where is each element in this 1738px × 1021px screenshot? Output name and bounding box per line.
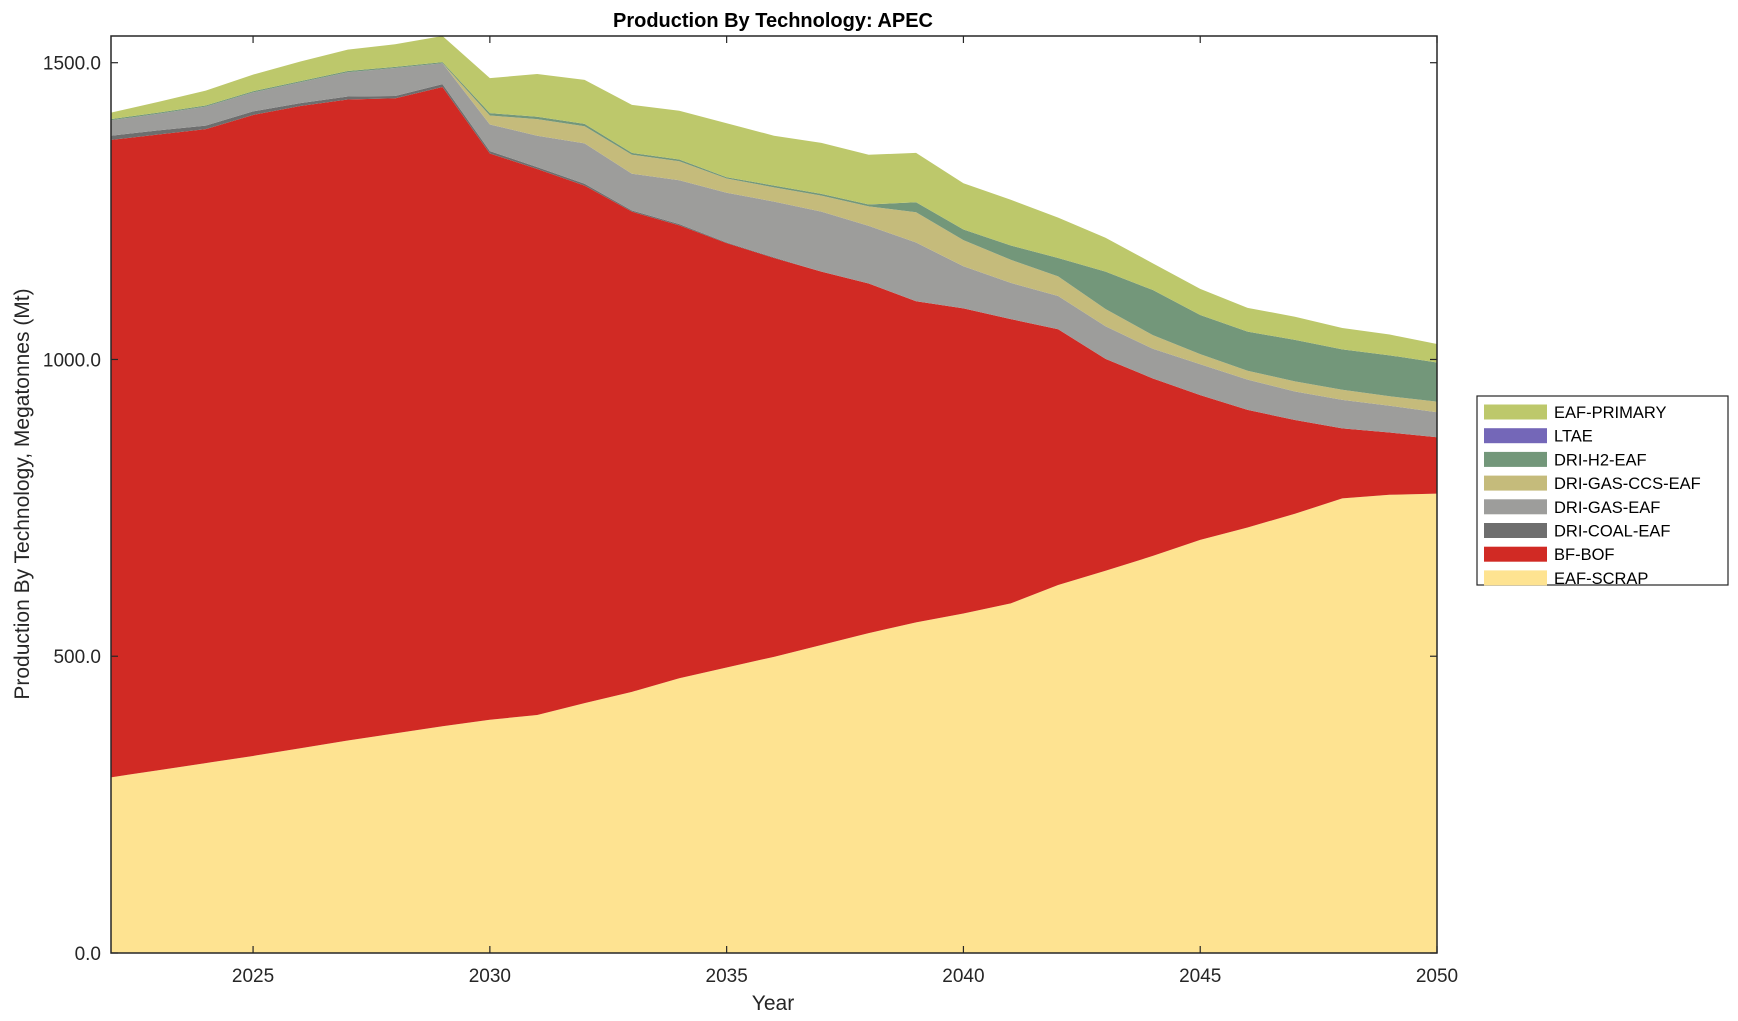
x-tick-label-2030: 2030 [469,966,511,987]
legend-label-ltae: LTAE [1554,428,1593,446]
plot-area: 2025 2030 2035 2040 2045 2050 0.0 500.0 1000.0 1… [43,35,1458,987]
area-eaf-primary [111,36,1437,363]
axes-frame [110,35,1438,954]
legend-label-dri-gas-ccs-eaf: DRI-GAS-CCS-EAF [1554,475,1701,493]
legend: EAF-PRIMARY LTAE DRI-H2-EAF DRI-GAS-CCS-EAF… [1476,395,1729,588]
legend-item-dri-h2-eaf: DRI-H2-EAF [1484,451,1647,469]
legend-swatch-eaf-scrap [1484,570,1547,586]
chart-title: Production By Technology: APEC [613,10,933,32]
area-dri-h2-eaf [111,62,1437,402]
x-tick-label-2050: 2050 [1416,966,1458,987]
legend-label-dri-h2-eaf: DRI-H2-EAF [1554,451,1647,469]
x-tick-label-2025: 2025 [232,966,274,987]
legend-swatch-ltae [1484,428,1547,444]
legend-item-ltae: LTAE [1484,428,1593,446]
y-axis-label: Production By Technology, Megatonnes (Mt… [11,288,34,699]
legend-item-eaf-scrap: EAF-SCRAP [1484,570,1648,588]
legend-swatch-dri-coal-eaf [1484,523,1547,538]
legend-label-eaf-primary: EAF-PRIMARY [1554,404,1666,422]
legend-item-dri-gas-ccs-eaf: DRI-GAS-CCS-EAF [1484,475,1701,493]
legend-swatch-dri-gas-eaf [1484,499,1547,515]
area-bf-bof [111,87,1437,778]
legend-swatch-eaf-primary [1484,404,1547,420]
x-tick-label-2035: 2035 [706,966,748,987]
area-series-group [111,36,1437,953]
legend-item-eaf-primary: EAF-PRIMARY [1484,404,1666,422]
y-tick-label-1000: 1000.0 [43,350,101,371]
area-dri-gas-ccs-eaf [111,63,1437,413]
y-tick-label-500: 500.0 [53,647,101,668]
y-tick-label-1500: 1500.0 [43,54,101,75]
legend-swatch-dri-h2-eaf [1484,451,1547,467]
y-axis-ticks: 0.0 500.0 1000.0 1500.0 [43,54,1437,965]
x-axis-label: Year [752,992,794,1015]
area-eaf-scrap [111,493,1437,953]
y-tick-label-0: 0.0 [75,944,101,965]
legend-swatch-dri-gas-ccs-eaf [1484,475,1547,491]
legend-label-dri-coal-eaf: DRI-COAL-EAF [1554,523,1670,541]
legend-swatch-bf-bof [1484,546,1547,562]
x-tick-label-2045: 2045 [1179,966,1221,987]
x-axis-ticks: 2025 2030 2035 2040 2045 2050 [232,36,1458,987]
x-tick-label-2040: 2040 [942,966,984,987]
area-dri-gas-eaf [111,63,1437,438]
legend-item-dri-coal-eaf: DRI-COAL-EAF [1484,523,1670,541]
legend-items: EAF-PRIMARY LTAE DRI-H2-EAF DRI-GAS-CCS-EAF… [1484,404,1701,588]
legend-item-bf-bof: BF-BOF [1484,546,1615,564]
legend-label-dri-gas-eaf: DRI-GAS-EAF [1554,499,1660,517]
legend-item-dri-gas-eaf: DRI-GAS-EAF [1484,499,1660,517]
legend-label-bf-bof: BF-BOF [1554,546,1615,564]
legend-label-eaf-scrap: EAF-SCRAP [1554,570,1648,588]
